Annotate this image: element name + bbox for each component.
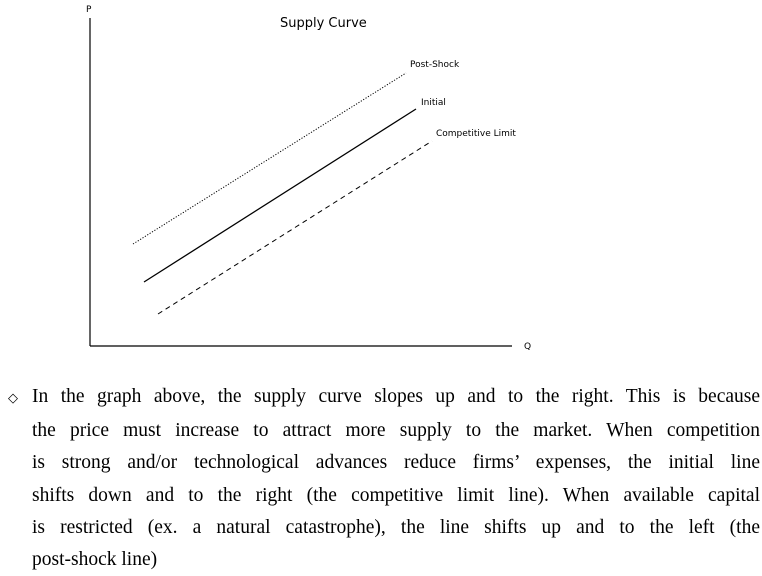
- paragraph-line: post-shock line): [8, 544, 760, 576]
- paragraph-line: shifts down and to the right (the compet…: [8, 480, 760, 512]
- figure-title: Supply Curve: [280, 16, 367, 31]
- paragraph-line-text: shifts down and to the right (the compet…: [32, 484, 760, 506]
- paragraph-line-text: the price must increase to attract more …: [32, 420, 760, 442]
- competitive-limit-label: Competitive Limit: [436, 129, 516, 139]
- paragraph-line-text: is strong and/or technological advances …: [32, 452, 760, 474]
- paragraph-line: ◇ In the graph above, the supply curve s…: [8, 381, 760, 415]
- initial-label: Initial: [421, 98, 446, 108]
- paragraph-line-text: post-shock line): [32, 549, 158, 571]
- post-shock-line: [132, 72, 407, 245]
- y-axis-label: P: [86, 5, 92, 15]
- x-axis-label: Q: [524, 342, 531, 352]
- paragraph-line-text: In the graph above, the supply curve slo…: [32, 386, 760, 407]
- explanation-paragraph: ◇ In the graph above, the supply curve s…: [8, 381, 760, 576]
- post-shock-label: Post-Shock: [410, 60, 460, 70]
- initial-line: [143, 108, 417, 283]
- paragraph-line-text: is restricted (ex. a natural catastrophe…: [32, 516, 760, 538]
- diamond-bullet-icon: ◇: [8, 391, 18, 406]
- competitive-limit-line: [157, 140, 433, 315]
- paragraph-line: is restricted (ex. a natural catastrophe…: [8, 512, 760, 544]
- supply-curve-figure: P Q Supply Curve Post-Shock Initial Comp…: [86, 5, 531, 352]
- paragraph-line: is strong and/or technological advances …: [8, 447, 760, 479]
- paragraph-line: the price must increase to attract more …: [8, 415, 760, 447]
